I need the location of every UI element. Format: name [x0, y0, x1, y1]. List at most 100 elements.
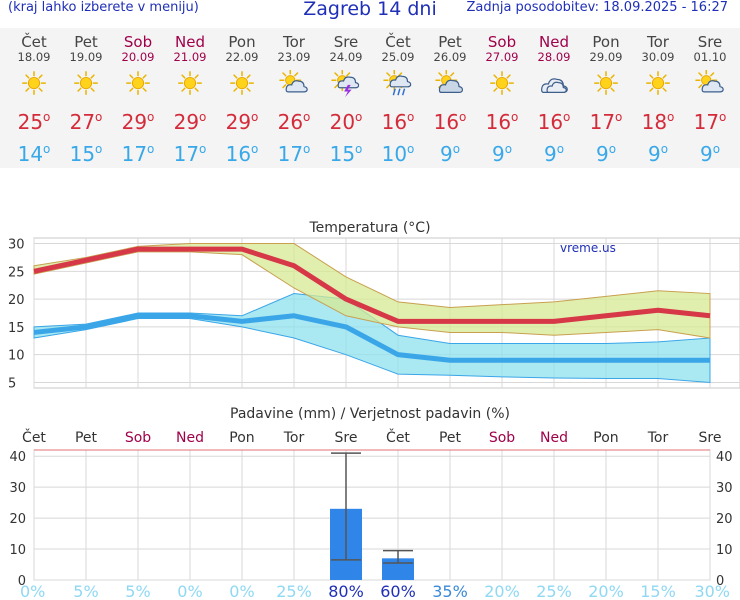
sun-icon [490, 71, 514, 96]
max-temperature: 27o [60, 106, 112, 133]
y-tick-label-right: 0 [716, 574, 724, 589]
max-temperature-value: 16 [381, 110, 408, 134]
degree-sign: o [251, 110, 259, 124]
max-temperature-value: 26 [277, 110, 304, 134]
max-temperature: 16o [476, 106, 528, 133]
precipitation-range-whisker [383, 549, 413, 564]
precipitation-probability: 80% [328, 582, 364, 600]
day-column: Čet 25.09 16o 10o [372, 28, 424, 166]
max-temperature-value: 16 [537, 110, 564, 134]
y-tick-label-left: 40 [9, 450, 26, 465]
location-hint: (kraj lahko izberete v meniju) [8, 0, 199, 15]
y-tick-label-left: 30 [9, 481, 26, 496]
max-temperature: 16o [528, 106, 580, 133]
max-temperature-range-band [33, 243, 711, 339]
x-tick-label: Čet [22, 428, 46, 446]
min-temperature: 9o [684, 138, 736, 165]
degree-sign: o [556, 142, 565, 156]
day-date: 18.09 [17, 50, 51, 64]
degree-sign: o [95, 142, 103, 156]
degree-sign: o [43, 142, 51, 156]
degree-sign: o [511, 110, 519, 124]
max-temperature: 17o [684, 106, 736, 133]
degree-sign: o [660, 142, 669, 156]
day-column: Pet 26.09 16o 9o [424, 28, 476, 166]
max-temperature: 17o [580, 106, 632, 133]
max-temperature-value: 29 [173, 110, 200, 134]
x-tick-label: Sob [489, 430, 515, 446]
min-temperature-value: 17 [121, 142, 148, 166]
day-column: Sob 20.09 29o 17o [112, 28, 164, 166]
degree-sign: o [608, 142, 617, 156]
min-temperature: 17o [164, 138, 216, 165]
day-name: Ned [539, 33, 569, 51]
min-temperature-value: 14 [17, 142, 44, 166]
min-temperature-line [33, 313, 710, 363]
day-date: 29.09 [589, 50, 623, 64]
max-temperature-value: 16 [433, 110, 460, 134]
day-name: Pon [592, 33, 620, 51]
precipitation-probability: 35% [432, 582, 468, 600]
day-date: 24.09 [329, 50, 363, 64]
min-temperature: 15o [320, 138, 372, 165]
day-column: Čet 18.09 25o 14o [8, 28, 60, 166]
cloudy-icon [435, 70, 464, 94]
degree-sign: o [355, 110, 363, 124]
degree-sign: o [407, 110, 415, 124]
y-tick-label-left: 0 [18, 574, 26, 589]
max-temperature: 25o [8, 106, 60, 133]
degree-sign: o [407, 142, 415, 156]
min-temperature: 9o [424, 138, 476, 165]
degree-sign: o [459, 110, 467, 124]
max-temperature-value: 25 [17, 110, 44, 134]
day-date: 01.10 [693, 50, 727, 64]
day-name: Sob [487, 33, 517, 51]
y-tick-label: 5 [8, 376, 16, 391]
degree-sign: o [95, 110, 103, 124]
precipitation-probability: 5% [125, 582, 150, 600]
degree-sign: o [667, 110, 675, 124]
max-temperature-value: 17 [693, 110, 720, 134]
max-temperature-value: 29 [121, 110, 148, 134]
day-name: Tor [647, 33, 669, 51]
day-name: Tor [283, 33, 305, 51]
day-date: 19.09 [69, 50, 103, 64]
sun-icon [178, 71, 202, 96]
min-temperature: 9o [580, 138, 632, 165]
x-tick-label: Pet [75, 430, 98, 446]
x-tick-label: Ned [176, 430, 204, 446]
plot-area [33, 449, 711, 581]
max-temperature: 18o [632, 106, 684, 133]
day-column: Sre 01.10 17o 9o [684, 28, 736, 166]
max-temperature: 29o [164, 106, 216, 133]
max-temperature-value: 29 [225, 110, 252, 134]
day-date: 20.09 [121, 50, 155, 64]
max-temperature: 16o [372, 106, 424, 133]
x-tick-label: Ned [540, 430, 568, 446]
x-tick-label: Sob [125, 430, 151, 446]
precipitation-probability: 60% [380, 582, 416, 600]
degree-sign: o [303, 142, 311, 156]
degree-sign: o [452, 142, 461, 156]
day-name: Pet [438, 33, 462, 51]
max-temperature: 20o [320, 106, 372, 133]
precipitation-probability: 20% [588, 582, 624, 600]
degree-sign: o [303, 110, 311, 124]
sun-icon [74, 71, 98, 96]
min-temperature: 17o [268, 138, 320, 165]
sun-icon [230, 71, 254, 96]
precipitation-range-whisker [331, 452, 361, 561]
day-name: Čet [21, 33, 47, 51]
sun-icon [594, 71, 618, 96]
degree-sign: o [504, 142, 513, 156]
x-tick-label: Pon [229, 430, 254, 446]
precipitation-probability: 25% [536, 582, 572, 600]
max-temperature-value: 17 [589, 110, 616, 134]
precipitation-probability: 0% [20, 582, 45, 600]
degree-sign: o [199, 110, 207, 124]
day-column: Pet 19.09 27o 15o [60, 28, 112, 166]
day-name: Sre [333, 33, 359, 51]
min-temperature-value: 15 [69, 142, 96, 166]
max-temperature: 29o [112, 106, 164, 133]
daily-forecast-strip: Čet 18.09 25o 14o Pet 19.09 27o 15o Sob 20.09 29o 1… [0, 28, 740, 168]
